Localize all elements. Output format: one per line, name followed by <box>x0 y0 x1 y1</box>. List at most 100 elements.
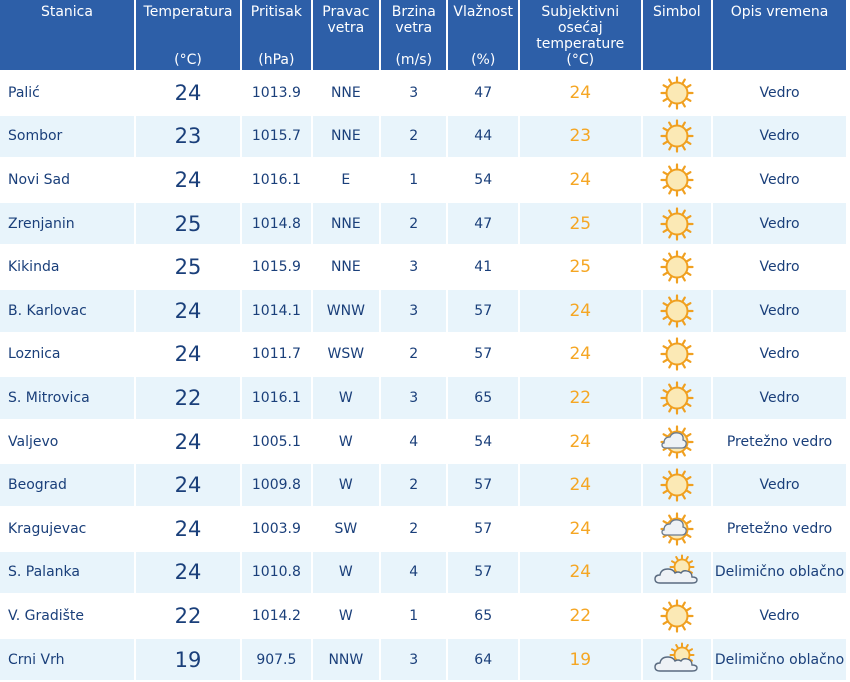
pressure-value: 1014.1 <box>242 289 311 332</box>
humidity-value: 65 <box>448 595 518 637</box>
station-name: Beograd <box>0 464 134 506</box>
weather-symbol <box>642 246 712 288</box>
pressure-value: 1015.7 <box>242 115 311 158</box>
temperature-value: 24 <box>135 551 241 594</box>
station-name: B. Karlovac <box>0 289 134 332</box>
weather-symbol <box>642 464 712 506</box>
table-row: B. Karlovac 24 1014.1 WNW 3 57 24 Vedro <box>0 289 846 332</box>
feels-like-value: 24 <box>519 507 641 550</box>
wind-direction-value: W <box>312 551 380 594</box>
table-header-row: Stanica Temperatura (°C) Pritisak (hPa) Pr… <box>0 0 846 70</box>
wind-direction-value: NNE <box>312 72 380 114</box>
station-name: Kikinda <box>0 246 134 288</box>
humidity-value: 54 <box>448 159 518 201</box>
pressure-value: 1016.1 <box>242 159 311 201</box>
weather-description: Delimično oblačno <box>713 638 846 681</box>
weather-symbol <box>642 72 712 114</box>
table-row: Loznica 24 1011.7 WSW 2 57 24 Vedro <box>0 333 846 376</box>
feels-like-value: 24 <box>519 551 641 594</box>
table-row: Novi Sad 24 1016.1 E 1 54 24 Vedro <box>0 159 846 201</box>
feels-like-value: 25 <box>519 246 641 288</box>
table-row: S. Mitrovica 22 1016.1 W 3 65 22 Vedro <box>0 377 846 419</box>
table-row: Sombor 23 1015.7 NNE 2 44 23 Vedro <box>0 115 846 158</box>
pressure-value: 1009.8 <box>242 464 311 506</box>
humidity-value: 65 <box>448 377 518 419</box>
station-name: Palić <box>0 72 134 114</box>
table-row: V. Gradište 22 1014.2 W 1 65 22 Vedro <box>0 595 846 637</box>
weather-symbol <box>642 551 712 594</box>
station-name: Kragujevac <box>0 507 134 550</box>
weather-description: Vedro <box>713 464 846 506</box>
temperature-value: 24 <box>135 159 241 201</box>
weather-description: Pretežno vedro <box>713 420 846 463</box>
wind-speed-value: 2 <box>381 333 447 376</box>
weather-description: Delimično oblačno <box>713 551 846 594</box>
wind-speed-value: 3 <box>381 246 447 288</box>
sun-icon <box>646 335 708 373</box>
weather-description: Pretežno vedro <box>713 507 846 550</box>
weather-symbol <box>642 377 712 419</box>
temperature-value: 23 <box>135 115 241 158</box>
pressure-value: 1015.9 <box>242 246 311 288</box>
wind-speed-value: 4 <box>381 420 447 463</box>
humidity-value: 47 <box>448 72 518 114</box>
col-header-station: Stanica <box>0 0 134 70</box>
station-name: S. Palanka <box>0 551 134 594</box>
pressure-value: 1011.7 <box>242 333 311 376</box>
wind-speed-value: 2 <box>381 464 447 506</box>
temperature-value: 24 <box>135 72 241 114</box>
temperature-value: 24 <box>135 333 241 376</box>
table-row: Kragujevac 24 1003.9 SW 2 57 24 Pretežno… <box>0 507 846 550</box>
wind-direction-value: W <box>312 377 380 419</box>
temperature-value: 24 <box>135 289 241 332</box>
station-name: Zrenjanin <box>0 202 134 245</box>
table-row: Beograd 24 1009.8 W 2 57 24 Vedro <box>0 464 846 506</box>
humidity-value: 57 <box>448 289 518 332</box>
sun-icon <box>646 379 708 417</box>
wind-direction-value: WSW <box>312 333 380 376</box>
sun-icon <box>646 248 708 286</box>
station-name: Valjevo <box>0 420 134 463</box>
feels-like-value: 24 <box>519 333 641 376</box>
feels-like-value: 22 <box>519 595 641 637</box>
wind-speed-value: 4 <box>381 551 447 594</box>
temperature-value: 24 <box>135 420 241 463</box>
humidity-value: 41 <box>448 246 518 288</box>
wind-speed-value: 1 <box>381 595 447 637</box>
sun-small-cloud-icon <box>646 423 708 461</box>
temperature-value: 25 <box>135 202 241 245</box>
feels-like-value: 19 <box>519 638 641 681</box>
feels-like-value: 24 <box>519 464 641 506</box>
humidity-value: 57 <box>448 464 518 506</box>
feels-like-value: 23 <box>519 115 641 158</box>
col-header-wind-speed: Brzina vetra (m/s) <box>381 0 447 70</box>
col-header-symbol: Simbol <box>642 0 712 70</box>
feels-like-value: 24 <box>519 289 641 332</box>
wind-speed-value: 3 <box>381 638 447 681</box>
weather-symbol <box>642 159 712 201</box>
col-header-feels-like: Subjektivni osećaj temperature (°C) <box>519 0 641 70</box>
partly-cloudy-icon <box>646 553 708 591</box>
sun-icon <box>646 466 708 504</box>
sun-icon <box>646 597 708 635</box>
station-name: Crni Vrh <box>0 638 134 681</box>
wind-speed-value: 3 <box>381 72 447 114</box>
temperature-value: 24 <box>135 464 241 506</box>
wind-direction-value: WNW <box>312 289 380 332</box>
station-name: Loznica <box>0 333 134 376</box>
weather-description: Vedro <box>713 289 846 332</box>
weather-symbol <box>642 333 712 376</box>
station-name: Novi Sad <box>0 159 134 201</box>
sun-icon <box>646 74 708 112</box>
weather-description: Vedro <box>713 595 846 637</box>
table-row: Palić 24 1013.9 NNE 3 47 24 Vedro <box>0 72 846 114</box>
wind-direction-value: NNE <box>312 202 380 245</box>
wind-speed-value: 2 <box>381 115 447 158</box>
humidity-value: 57 <box>448 551 518 594</box>
partly-cloudy-icon <box>646 641 708 679</box>
wind-direction-value: W <box>312 595 380 637</box>
humidity-value: 64 <box>448 638 518 681</box>
wind-speed-value: 2 <box>381 202 447 245</box>
wind-speed-value: 1 <box>381 159 447 201</box>
